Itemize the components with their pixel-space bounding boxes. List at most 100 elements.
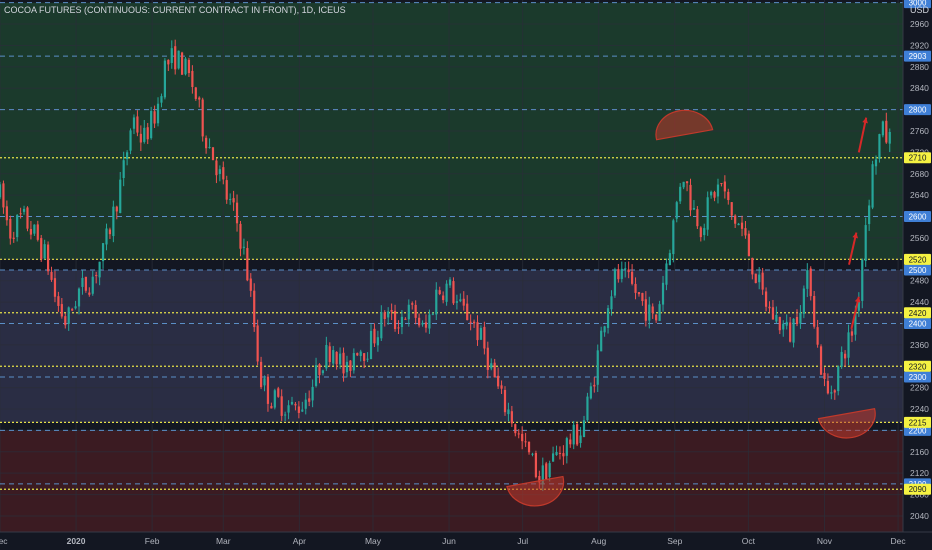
candle-body (576, 424, 579, 445)
level-price-labels: 3000290328002600250024002300220021002710… (904, 0, 931, 495)
y-tick-label: 2360 (910, 340, 929, 350)
candle-body (222, 167, 225, 180)
candle-body (617, 269, 620, 280)
candle-body (345, 361, 349, 373)
candle-body (689, 184, 692, 211)
candle-body (91, 276, 94, 294)
level-label-bg (904, 211, 931, 223)
candle-body (57, 296, 60, 306)
candle-body (198, 97, 201, 100)
candle-body (414, 304, 417, 318)
candle-body (163, 60, 166, 98)
candle-body (723, 181, 726, 192)
candle-body (675, 202, 678, 219)
candle-body (5, 206, 8, 221)
candle-body (184, 58, 187, 75)
x-tick-label: Aug (591, 536, 606, 546)
candle-body (637, 292, 641, 295)
candle-body (472, 321, 476, 324)
y-tick-label: 2160 (910, 447, 929, 457)
candle-body (524, 441, 527, 443)
candle-body (661, 282, 665, 305)
candle-body (555, 452, 558, 456)
candle-body (857, 299, 860, 311)
candle-body (459, 299, 462, 302)
candle-body (799, 312, 802, 324)
candle-body (826, 380, 830, 394)
level-label-bg (904, 360, 931, 372)
candle-body (376, 337, 379, 346)
level-label: 2520 (909, 255, 927, 264)
arc-drawing[interactable] (655, 109, 714, 141)
candle-body (816, 327, 819, 345)
level-label-bg (904, 483, 931, 495)
candle-body (569, 439, 572, 445)
candle-body (177, 50, 180, 69)
candle-body (132, 117, 136, 129)
candle-body (356, 353, 359, 356)
candle-body (531, 453, 534, 455)
candle-body (593, 384, 596, 387)
candle-body (390, 310, 393, 312)
x-tick-label: Jul (517, 536, 528, 546)
candle-body (325, 344, 328, 369)
candle-body (424, 322, 428, 328)
candle-body (81, 277, 84, 287)
candle-body (850, 331, 854, 336)
arc-drawing[interactable] (817, 407, 876, 439)
arrow-drawing[interactable] (850, 296, 860, 330)
level-label: 2710 (909, 154, 927, 163)
x-tick-label: 2020 (67, 536, 86, 546)
y-tick-label: 2480 (910, 276, 929, 286)
candle-body (359, 351, 362, 356)
candle-body (194, 87, 197, 99)
candle-body (167, 59, 170, 65)
candle-body (397, 327, 400, 329)
y-tick-label: 2760 (910, 126, 929, 136)
candle-body (658, 304, 661, 321)
candle-body (277, 388, 280, 397)
candle-body (868, 205, 871, 225)
candle-body (789, 322, 792, 342)
candle-body (201, 99, 204, 137)
arrow-drawing[interactable] (857, 117, 868, 153)
candle-body (562, 453, 565, 457)
candle-body (67, 307, 70, 324)
candle-body (734, 215, 737, 224)
x-tick-label: May (365, 536, 382, 546)
candle-body (847, 332, 850, 358)
candle-body (64, 316, 67, 326)
level-label-bg (904, 264, 931, 276)
candle-body (864, 225, 867, 261)
candle-body (806, 270, 809, 289)
drawings[interactable] (506, 109, 876, 507)
grid-lines (0, 0, 903, 532)
candle-body (699, 227, 702, 238)
arrow-drawing[interactable] (848, 232, 858, 265)
candle-body (122, 160, 125, 179)
candle-body (521, 433, 524, 442)
level-label: 3000 (909, 0, 927, 8)
candle-body (143, 127, 146, 142)
candle-body (239, 223, 242, 249)
candle-body (9, 218, 12, 239)
level-label: 2090 (909, 485, 927, 494)
candle-body (105, 228, 108, 245)
candle-body (479, 327, 483, 340)
candle-body (160, 96, 163, 103)
level-label: 2500 (909, 266, 927, 275)
candle-body (606, 308, 610, 328)
candle-body (242, 246, 246, 248)
candle-body (29, 228, 33, 235)
level-label-bg (904, 416, 931, 428)
candle-body (795, 316, 799, 325)
arc-drawing[interactable] (506, 475, 565, 507)
candle-body (545, 463, 548, 480)
candle-body (703, 228, 706, 236)
candle-body (294, 403, 297, 406)
candle-body (744, 228, 747, 236)
candle-body (610, 296, 613, 310)
candle-body (503, 389, 507, 413)
time-axis[interactable]: Dec 2020 Feb Mar Apr May Jun Jul Aug Sep Oct Nov Dec (0, 536, 906, 546)
